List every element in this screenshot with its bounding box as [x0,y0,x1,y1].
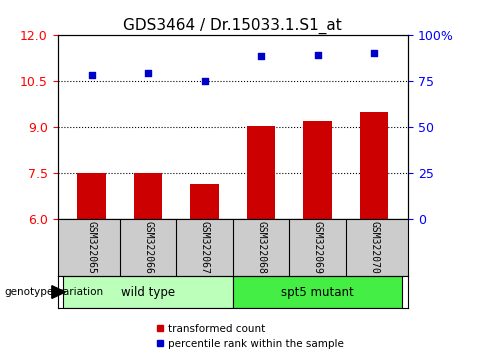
Point [88,72,96,78]
Text: GSM322067: GSM322067 [200,221,210,274]
Bar [233,276,402,308]
Text: GSM322069: GSM322069 [312,221,323,274]
Bar [360,112,388,219]
Title: GDS3464 / Dr.15033.1.S1_at: GDS3464 / Dr.15033.1.S1_at [123,18,342,34]
Text: GSM322070: GSM322070 [369,221,379,274]
Point [257,53,265,59]
Bar [77,173,106,219]
Bar [303,121,332,219]
Bar [134,173,162,219]
Text: GSM322068: GSM322068 [256,221,266,274]
Text: genotype/variation: genotype/variation [5,287,104,297]
Text: spt5 mutant: spt5 mutant [281,286,354,298]
Legend: transformed count, percentile rank within the sample: transformed count, percentile rank withi… [156,324,344,349]
Point [314,52,322,58]
Bar [247,126,275,219]
Text: wild type: wild type [121,286,175,298]
Point [370,50,378,56]
Bar [191,184,219,219]
Text: GSM322065: GSM322065 [86,221,96,274]
Text: GSM322066: GSM322066 [143,221,153,274]
Polygon shape [52,286,65,298]
Point [144,70,152,76]
Point [201,79,208,84]
Bar [63,276,233,308]
